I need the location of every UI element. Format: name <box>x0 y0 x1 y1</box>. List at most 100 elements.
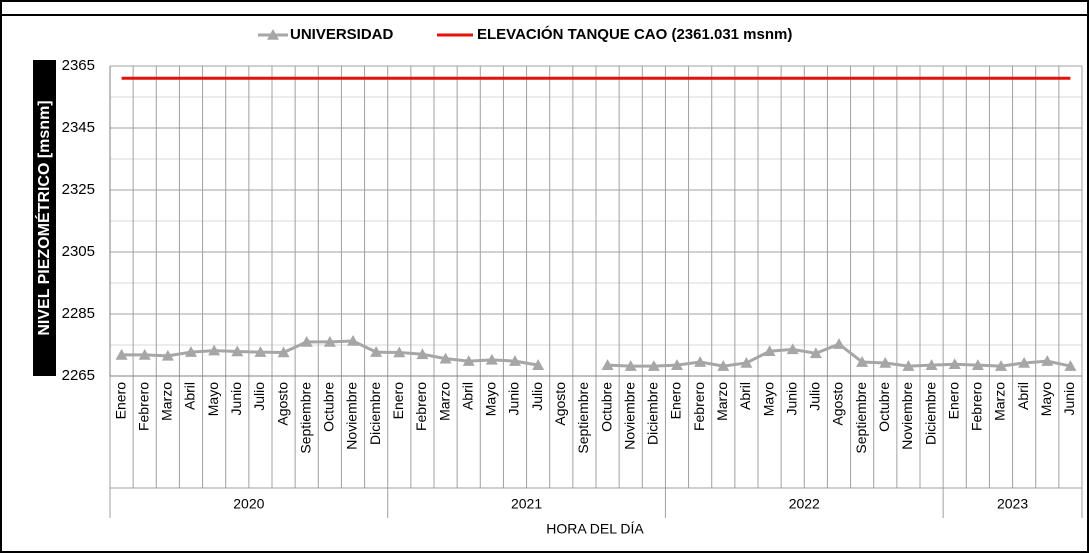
series-marker <box>532 359 545 370</box>
x-tick-label: Septiembre <box>297 382 313 454</box>
y-tick-label: 2325 <box>62 181 95 198</box>
series-marker <box>856 356 869 367</box>
series-marker <box>1018 356 1031 368</box>
x-tick-label: Marzo <box>992 382 1008 421</box>
x-tick-label: Junio <box>228 382 244 416</box>
x-tick-label: Octubre <box>598 382 614 432</box>
x-tick-label: Abril <box>1015 382 1031 410</box>
series-marker <box>925 359 938 370</box>
y-tick-label: 2365 <box>62 57 95 74</box>
x-axis-title: HORA DEL DÍA <box>546 521 644 537</box>
x-tick-label: Junio <box>506 382 522 416</box>
x-tick-label: Julio <box>251 382 267 411</box>
x-tick-label: Septiembre <box>853 382 869 454</box>
series-marker <box>277 346 290 358</box>
series-marker <box>115 348 128 360</box>
series-marker <box>948 358 961 370</box>
series-marker <box>995 360 1007 371</box>
series-marker <box>439 352 452 364</box>
series-marker <box>161 349 174 361</box>
x-tick-label: Abril <box>459 382 475 410</box>
x-tick-label: Marzo <box>159 382 175 421</box>
x-tick-label: Mayo <box>483 382 499 416</box>
series-marker <box>902 360 915 371</box>
series-marker <box>809 347 822 359</box>
x-tick-label: Mayo <box>760 382 776 416</box>
series-marker <box>370 346 383 357</box>
x-tick-label: Enero <box>945 382 961 420</box>
y-tick-label: 2345 <box>62 119 95 136</box>
series-marker <box>647 360 660 371</box>
x-tick-label: Julio <box>807 382 823 411</box>
series-marker <box>624 360 637 371</box>
x-tick-label: Marzo <box>714 382 730 421</box>
x-tick-label: Agosto <box>552 382 568 426</box>
series-marker <box>1041 355 1054 366</box>
legend-marker <box>267 29 279 40</box>
series-marker <box>671 359 683 370</box>
x-tick-label: Octubre <box>876 382 892 432</box>
series-marker <box>740 356 753 368</box>
series-marker <box>971 359 984 370</box>
y-axis-title: NIVEL PIEZOMÉTRICO [msnm] <box>34 100 53 335</box>
y-tick-label: 2285 <box>62 305 95 322</box>
series-marker <box>786 343 799 355</box>
series-marker <box>185 346 197 357</box>
series-marker <box>462 355 475 366</box>
x-tick-label: Julio <box>529 382 545 411</box>
x-tick-label: Diciembre <box>922 382 938 445</box>
x-tick-label: Agosto <box>830 382 846 426</box>
group-label: 2021 <box>511 496 542 512</box>
x-tick-label: Febrero <box>691 382 707 431</box>
group-label: 2022 <box>789 496 820 512</box>
series-marker <box>254 346 267 357</box>
group-label: 2023 <box>997 496 1028 512</box>
y-tick-label: 2305 <box>62 243 95 260</box>
x-tick-label: Octubre <box>321 382 337 432</box>
x-tick-label: Diciembre <box>367 382 383 445</box>
series-marker <box>694 356 707 367</box>
x-tick-label: Enero <box>112 382 128 420</box>
y-label-box <box>33 60 56 376</box>
series-marker <box>601 359 614 370</box>
x-tick-label: Junio <box>1061 382 1077 416</box>
x-tick-label: Febrero <box>135 382 151 431</box>
x-tick-label: Diciembre <box>645 382 661 445</box>
series-marker <box>300 335 313 347</box>
series-marker <box>393 346 406 358</box>
series-marker <box>323 335 336 347</box>
series-marker <box>833 338 845 349</box>
x-tick-label: Enero <box>668 382 684 420</box>
x-tick-label: Febrero <box>413 382 429 431</box>
x-tick-label: Marzo <box>436 382 452 421</box>
series-marker <box>416 348 429 360</box>
x-tick-label: Abril <box>182 382 198 410</box>
series-marker <box>1064 360 1077 371</box>
x-tick-label: Abril <box>737 382 753 410</box>
x-tick-label: Noviembre <box>899 382 915 450</box>
series-marker <box>485 353 498 365</box>
x-tick-label: Enero <box>390 382 406 420</box>
y-tick-label: 2265 <box>62 367 95 384</box>
x-tick-label: Noviembre <box>344 382 360 450</box>
x-tick-label: Agosto <box>274 382 290 426</box>
series-marker <box>138 348 151 360</box>
x-tick-label: Febrero <box>969 382 985 431</box>
series-marker <box>879 356 892 368</box>
top-strip <box>0 0 1089 16</box>
x-tick-label: Junio <box>783 382 799 416</box>
x-tick-label: Noviembre <box>621 382 637 450</box>
series-marker <box>509 355 521 366</box>
series-marker <box>717 360 730 371</box>
series-marker <box>208 344 221 356</box>
series-marker <box>763 345 776 356</box>
series-marker <box>347 334 359 346</box>
x-tick-label: Septiembre <box>575 382 591 454</box>
x-tick-label: Mayo <box>1038 382 1054 416</box>
group-label: 2020 <box>233 496 264 512</box>
legend-label: ELEVACIÓN TANQUE CAO (2361.031 msnm) <box>477 25 792 43</box>
series-marker <box>231 345 244 357</box>
legend-label: UNIVERSIDAD <box>290 26 394 43</box>
